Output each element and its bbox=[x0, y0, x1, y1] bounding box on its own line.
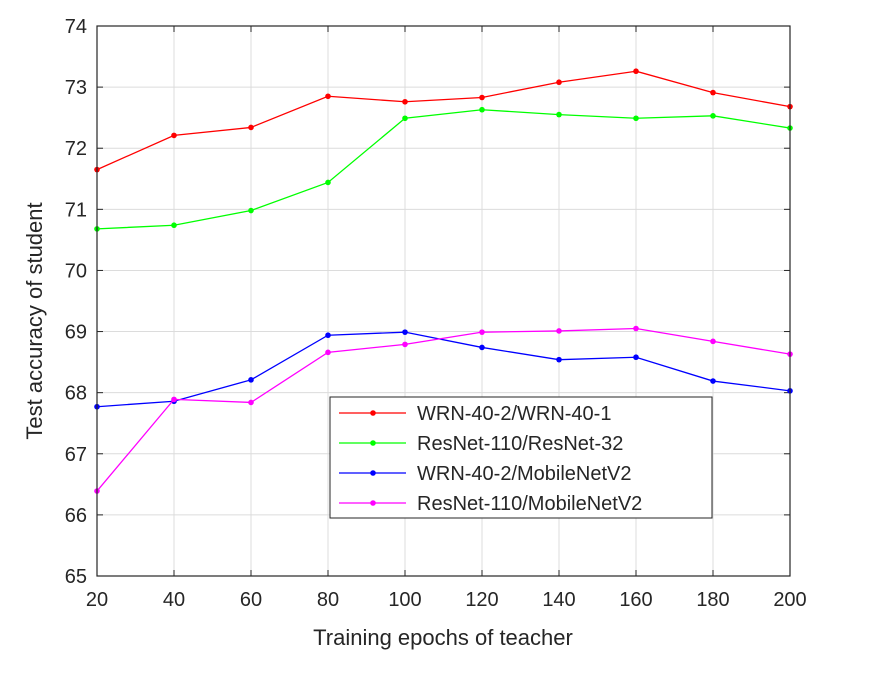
data-point bbox=[710, 378, 716, 384]
data-point bbox=[633, 354, 639, 361]
data-point bbox=[479, 94, 485, 101]
data-point bbox=[248, 124, 254, 131]
legend-box bbox=[329, 396, 713, 519]
legend-label: ResNet-110/MobileNetV2 bbox=[417, 493, 642, 515]
data-point bbox=[479, 106, 485, 113]
data-point bbox=[325, 349, 331, 356]
legend-label: WRN-40-2/MobileNetV2 bbox=[417, 463, 632, 485]
series-line bbox=[96, 109, 791, 230]
y-tick-label: 73 bbox=[65, 77, 87, 99]
y-tick-label: 66 bbox=[65, 505, 87, 527]
data-point bbox=[402, 329, 408, 335]
data-point bbox=[325, 332, 331, 339]
data-point bbox=[325, 179, 331, 186]
y-tick-label: 67 bbox=[65, 444, 87, 466]
x-tick-label: 160 bbox=[619, 589, 652, 611]
x-tick-label: 80 bbox=[317, 589, 339, 611]
data-point bbox=[710, 113, 716, 119]
x-axis-label: Training epochs of teacher bbox=[313, 625, 573, 650]
y-tick-label: 74 bbox=[65, 16, 87, 38]
data-point bbox=[171, 222, 177, 229]
series-line bbox=[96, 331, 791, 408]
data-point bbox=[710, 89, 716, 96]
series-0 bbox=[94, 68, 793, 173]
y-tick-label: 72 bbox=[65, 138, 87, 160]
data-point bbox=[556, 111, 562, 118]
y-tick-label: 71 bbox=[65, 199, 87, 221]
legend: WRN-40-2/WRN-40-1 ResNet-110/ResNet-32 WRN… bbox=[329, 396, 713, 519]
data-point bbox=[248, 207, 254, 214]
x-tick-label: 40 bbox=[163, 589, 185, 611]
data-point bbox=[479, 329, 485, 335]
series-lines bbox=[94, 68, 793, 494]
data-point bbox=[556, 79, 562, 86]
data-point bbox=[171, 396, 177, 403]
data-point bbox=[633, 325, 639, 332]
data-point bbox=[556, 328, 562, 334]
plot-frame bbox=[96, 25, 791, 577]
series-line bbox=[96, 70, 791, 171]
y-tick-label: 68 bbox=[65, 383, 87, 405]
data-point bbox=[171, 132, 177, 139]
ticks: 20 40 60 80 100 120 140 160 180 200 65 66 67 68 69 70 71… bbox=[65, 16, 807, 611]
data-point bbox=[402, 341, 408, 348]
data-point bbox=[248, 377, 254, 383]
data-point bbox=[710, 338, 716, 345]
x-tick-label: 60 bbox=[240, 589, 262, 611]
data-point bbox=[248, 399, 254, 406]
data-point bbox=[402, 98, 408, 105]
legend-label: WRN-40-2/WRN-40-1 bbox=[417, 403, 611, 425]
legend-marker bbox=[370, 500, 376, 506]
x-tick-label: 140 bbox=[542, 589, 575, 611]
y-tick-label: 69 bbox=[65, 322, 87, 344]
x-tick-label: 120 bbox=[465, 589, 498, 611]
x-tick-label: 20 bbox=[86, 589, 108, 611]
x-tick-label: 100 bbox=[388, 589, 421, 611]
data-point bbox=[556, 356, 562, 363]
data-point bbox=[325, 93, 331, 100]
data-point bbox=[479, 344, 485, 351]
data-point bbox=[402, 115, 408, 122]
data-point bbox=[633, 68, 639, 75]
legend-label: ResNet-110/ResNet-32 bbox=[417, 433, 623, 455]
y-axis-label: Test accuracy of student bbox=[22, 202, 47, 439]
y-tick-label: 70 bbox=[65, 260, 87, 282]
legend-marker bbox=[370, 410, 376, 416]
legend-marker bbox=[370, 470, 376, 476]
series-1 bbox=[94, 106, 793, 232]
data-point bbox=[633, 115, 639, 122]
series-line bbox=[96, 327, 791, 492]
x-tick-label: 180 bbox=[696, 589, 729, 611]
x-tick-label: 200 bbox=[773, 589, 806, 611]
y-tick-label: 65 bbox=[65, 566, 87, 588]
legend-marker bbox=[370, 440, 376, 446]
